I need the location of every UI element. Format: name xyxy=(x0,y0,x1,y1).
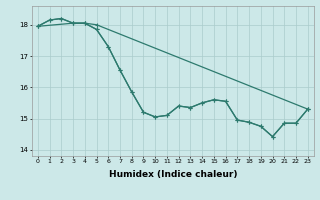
X-axis label: Humidex (Indice chaleur): Humidex (Indice chaleur) xyxy=(108,170,237,179)
